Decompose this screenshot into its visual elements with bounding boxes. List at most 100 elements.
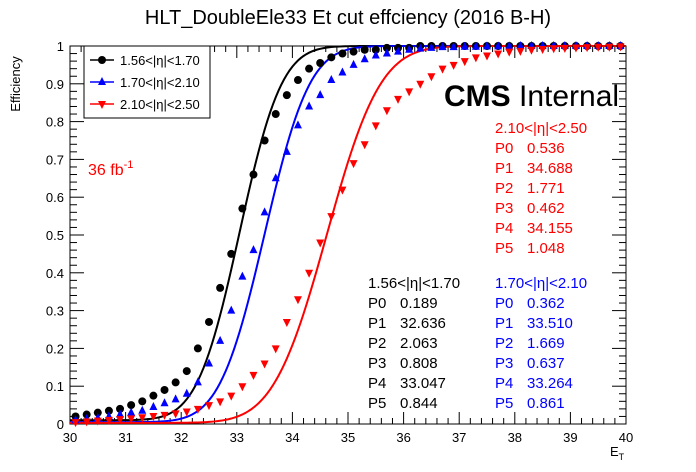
data-point [293,120,302,129]
param-value: 1.771 [527,180,565,197]
param-value: 33.264 [527,375,573,392]
legend-label: 2.10<|η|<2.50 [120,97,200,112]
x-tick-label: 33 [230,430,244,445]
data-point [449,61,458,70]
data-point [516,47,525,56]
param-value: 34.155 [527,220,573,237]
param-value: 0.861 [527,395,565,412]
x-tick-label: 37 [452,430,466,445]
param-value: 0.808 [400,355,438,372]
lumi-label-main: 36 fb [88,162,124,179]
data-point [405,44,414,53]
lumi-label: 36 fb-1 [88,159,133,179]
y-tick-label: 0.2 [46,341,64,356]
y-tick-label: 0.1 [46,379,64,394]
lumi-label-sup: -1 [124,159,134,171]
legend-marker [98,56,106,64]
data-point [483,41,491,50]
data-point [327,213,336,222]
data-point [93,408,102,417]
param-value: 0.189 [400,295,438,312]
data-point [238,383,247,392]
data-point [360,141,369,150]
data-point [71,419,80,428]
chart-title: HLT_DoubleEle33 Et cut effciency (2016 B… [145,7,551,29]
data-point [104,416,113,425]
data-point [416,43,425,52]
legend-label: 1.70<|η|<2.10 [120,75,200,90]
param-value: 0.637 [527,355,565,372]
data-point [149,413,158,422]
data-point [349,59,358,68]
data-point [227,305,236,314]
x-axis-label: ET [610,444,625,462]
x-tick-label: 32 [174,430,188,445]
data-point [249,170,258,179]
data-point [271,173,280,182]
param-value: 34.688 [527,160,573,177]
x-tick-label: 35 [341,430,355,445]
data-point [160,385,169,394]
data-point [260,207,269,216]
data-point [538,46,547,55]
data-point [216,335,225,344]
data-point [316,90,325,99]
data-point [216,398,225,407]
data-point [338,67,347,76]
data-point [93,417,102,426]
y-tick-label: 0.7 [46,152,64,167]
param-value: 0.462 [527,200,565,217]
data-point [505,41,514,50]
x-tick-label: 30 [63,430,77,445]
y-tick-label: 0.6 [46,190,64,205]
data-point [271,345,280,354]
x-tick-label: 31 [118,430,132,445]
data-point [293,76,302,85]
data-point [349,160,358,169]
y-axis-label-text: Efficiency [8,56,23,112]
param-value: 33.047 [400,375,446,392]
data-point [371,122,380,131]
data-point [227,392,236,401]
data-point [149,391,158,400]
param-name: P1 [495,160,513,177]
data-point [405,88,414,97]
data-point [171,378,180,387]
data-point [138,397,147,406]
cms-label: CMS Internal [444,80,619,113]
y-tick-label: 0.8 [46,115,64,130]
param-name: P4 [495,220,513,237]
y-tick-label: 0.4 [46,266,64,281]
data-point [594,43,603,52]
data-point [282,146,291,155]
data-point [427,73,436,82]
data-point [449,42,458,51]
data-point [260,360,269,369]
data-point [571,44,580,53]
data-point [471,41,480,50]
data-point [116,416,125,425]
data-point [338,49,347,58]
data-point [160,411,169,420]
param-name: P2 [495,335,513,352]
data-point [205,317,213,326]
x-tick-label: 36 [396,430,410,445]
data-point [616,43,625,52]
data-points [71,41,625,428]
y-tick-label: 0 [57,417,64,432]
data-point [394,46,403,55]
data-point [516,41,525,49]
param-name: P1 [368,315,386,332]
data-point [127,415,136,424]
data-point [205,402,213,411]
data-point [127,407,136,416]
y-tick-label: 1 [57,39,64,54]
data-point [349,47,358,56]
data-point [416,80,425,89]
data-point [249,371,258,380]
cms-label-bold: CMS [444,80,511,113]
data-point [238,204,247,213]
data-point [382,48,391,57]
x-tick-label: 40 [619,430,633,445]
